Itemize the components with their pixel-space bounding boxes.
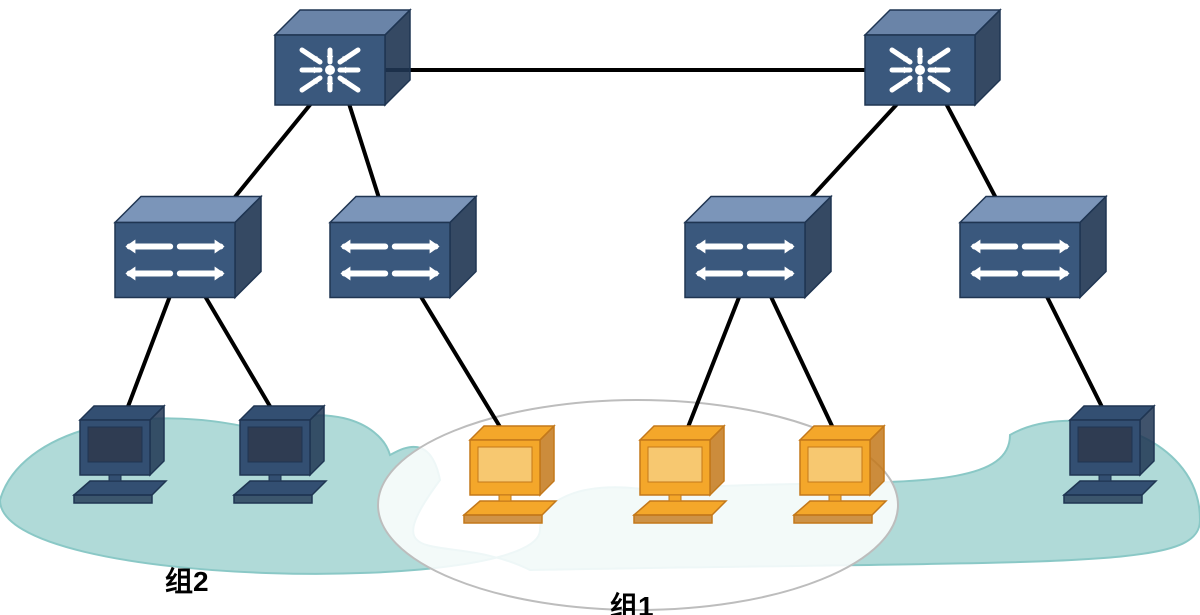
pc-p5 <box>794 426 886 523</box>
pc-p4 <box>634 426 726 523</box>
switch-s3 <box>685 197 831 298</box>
group2-cloud <box>0 415 1200 574</box>
router-r2 <box>865 10 1000 105</box>
switch-s1 <box>115 197 261 298</box>
group1-label: 组1 <box>610 585 654 615</box>
background-regions <box>0 0 1200 615</box>
pc-p6 <box>1064 406 1156 503</box>
links-layer <box>0 0 1200 615</box>
group1-ellipse <box>378 400 898 610</box>
group2-label: 组2 <box>165 560 209 600</box>
router-r1 <box>275 10 410 105</box>
switch-s2 <box>330 197 476 298</box>
pc-p1 <box>74 406 166 503</box>
switch-s4 <box>960 197 1106 298</box>
pc-p3 <box>464 426 556 523</box>
nodes-layer <box>0 0 1200 615</box>
diagram-stage: 组2 组1 <box>0 0 1200 615</box>
pc-p2 <box>234 406 326 503</box>
